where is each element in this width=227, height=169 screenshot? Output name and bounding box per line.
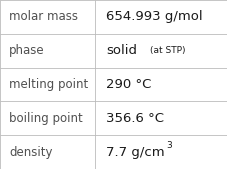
Text: 654.993 g/mol: 654.993 g/mol <box>106 10 202 23</box>
Text: melting point: melting point <box>9 78 88 91</box>
Text: molar mass: molar mass <box>9 10 78 23</box>
Text: phase: phase <box>9 44 44 57</box>
Text: 290 °C: 290 °C <box>106 78 151 91</box>
Text: (at STP): (at STP) <box>150 46 185 55</box>
Text: 3: 3 <box>166 141 171 150</box>
Text: density: density <box>9 146 52 159</box>
Text: solid: solid <box>106 44 136 57</box>
Text: 356.6 °C: 356.6 °C <box>106 112 163 125</box>
Text: boiling point: boiling point <box>9 112 82 125</box>
Text: 7.7 g/cm: 7.7 g/cm <box>106 146 164 159</box>
